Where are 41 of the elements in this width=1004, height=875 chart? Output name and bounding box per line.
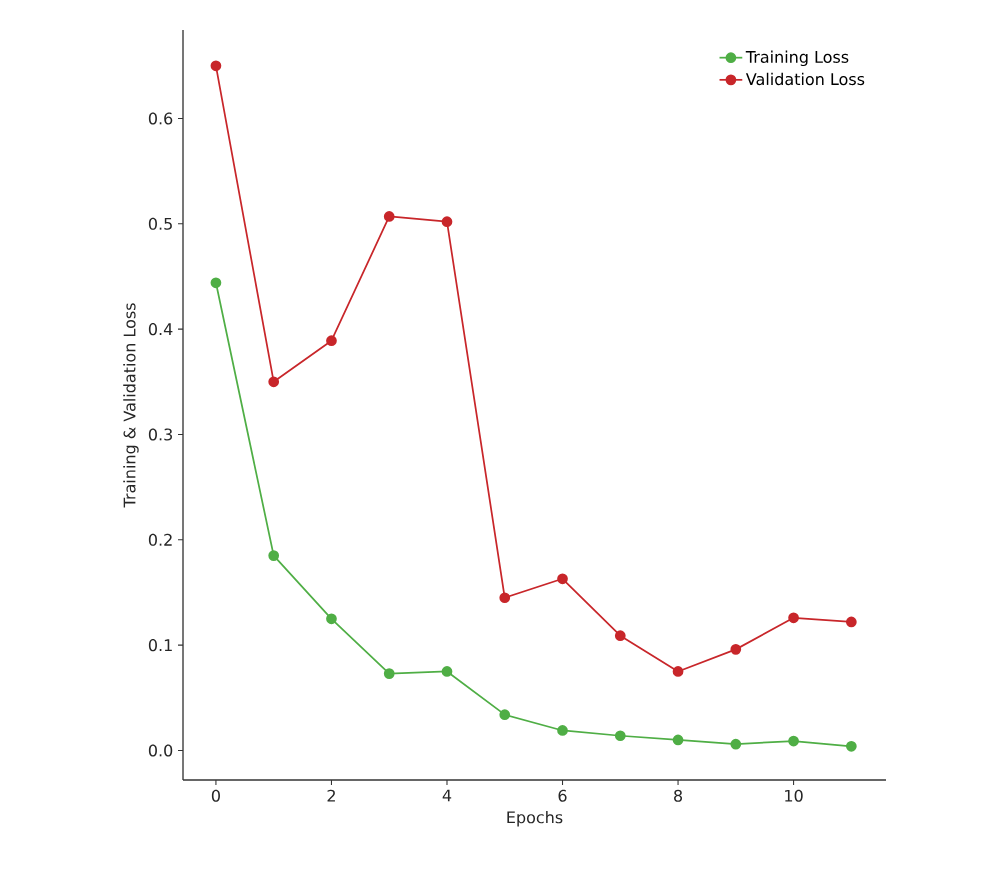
- y-tick-label: 0.4: [148, 323, 173, 336]
- point: [499, 709, 511, 721]
- x-tick-label: 4: [442, 789, 452, 802]
- point: [326, 335, 337, 347]
- x-tick-label: 0: [211, 789, 220, 802]
- point: [845, 740, 857, 752]
- point: [441, 216, 453, 228]
- y-axis-title: Training & Validation Loss: [123, 303, 139, 508]
- point: [557, 725, 568, 736]
- point: [672, 734, 684, 746]
- legend-label: Validation Loss: [745, 72, 865, 86]
- point: [788, 735, 799, 747]
- point: [383, 211, 395, 222]
- y-tick-label: 0.0: [148, 744, 173, 757]
- y-tick-label: 0.3: [148, 428, 172, 441]
- point: [845, 616, 857, 628]
- point: [210, 60, 222, 72]
- y-tick-label: 0.5: [148, 217, 172, 230]
- point: [614, 630, 626, 642]
- point: [672, 666, 684, 677]
- point: [730, 644, 742, 655]
- point: [557, 573, 568, 585]
- x-tick-label: 2: [327, 789, 335, 802]
- x-tick-label: 6: [558, 789, 567, 802]
- point: [730, 738, 742, 750]
- point: [326, 613, 337, 625]
- y-tick-label: 0.1: [148, 639, 172, 652]
- point: [268, 376, 280, 388]
- y-tick-label: 0.2: [148, 533, 172, 546]
- x-tick-label: 8: [674, 789, 683, 802]
- x-axis-title: Epochs: [507, 810, 563, 827]
- y-tick-label: 0.6: [148, 112, 173, 125]
- point: [499, 592, 511, 604]
- point: [383, 668, 395, 679]
- x-tick-label: 10: [785, 789, 803, 802]
- point: [788, 612, 799, 624]
- legend-label: Training Loss: [745, 50, 849, 67]
- point: [441, 666, 453, 677]
- point: [614, 730, 626, 742]
- point: [268, 550, 280, 561]
- point: [210, 277, 222, 289]
